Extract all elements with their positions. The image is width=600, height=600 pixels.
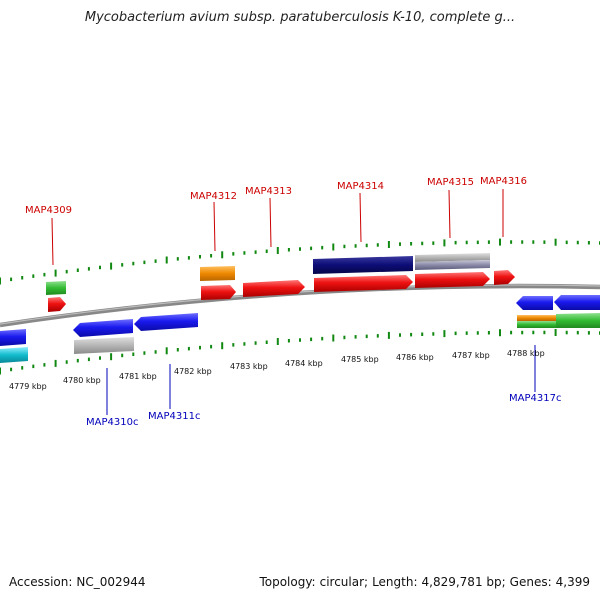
gene-map4311c[interactable]: [134, 313, 198, 331]
accession-info: Accession: NC_002944: [9, 575, 146, 589]
feature-green-right-edge[interactable]: [556, 313, 600, 328]
scale-label-4782: 4782 kbp: [174, 367, 212, 376]
feature-orange-map4312[interactable]: [200, 266, 235, 281]
gene-label-map4309[interactable]: MAP4309: [25, 205, 72, 216]
feature-green-forward[interactable]: [46, 281, 66, 295]
inner-tick-track: [0, 329, 600, 375]
gene-label-map4312[interactable]: MAP4312: [190, 191, 237, 202]
topology-value: circular;: [319, 575, 369, 589]
genome-stats: Topology: circular; Length: 4,829,781 bp; Ge…: [259, 575, 590, 589]
scale-label-4783: 4783 kbp: [230, 362, 268, 371]
genome-backbone: [0, 283, 600, 328]
feature-green-map4317c[interactable]: [517, 321, 556, 328]
leader-map4315: [448, 189, 451, 239]
feature-cyan-left-edge[interactable]: [0, 347, 28, 363]
scale-label-4788: 4788 kbp: [507, 349, 545, 358]
topology-label: Topology:: [259, 575, 316, 589]
scale-label-4785: 4785 kbp: [341, 355, 379, 364]
scale-label-4781: 4781 kbp: [119, 372, 157, 381]
gene-label-map4317c[interactable]: MAP4317c: [509, 393, 561, 404]
leader-map4312: [213, 201, 216, 252]
cds-map4313[interactable]: [243, 280, 305, 297]
genes-value: 4,399: [555, 575, 590, 589]
leader-map4309: [51, 217, 54, 266]
forward-gene-labels: MAP4309 MAP4312 MAP4313 MAP4314 MAP4315 …: [25, 176, 527, 216]
scale-label-4784: 4784 kbp: [285, 359, 323, 368]
forward-features: [46, 253, 515, 312]
leader-map4313: [269, 197, 272, 248]
feature-grey-map4310c[interactable]: [74, 337, 134, 354]
reverse-features: [0, 295, 600, 363]
feature-orange-map4317c[interactable]: [517, 315, 556, 321]
genome-backbone-highlight: [0, 284, 600, 325]
leader-map4314: [359, 192, 362, 243]
genes-label: Genes:: [509, 575, 552, 589]
label-leaders: [51, 189, 536, 415]
length-value: 4,829,781 bp;: [421, 575, 506, 589]
accession-value: NC_002944: [76, 575, 146, 589]
gene-label-map4315[interactable]: MAP4315: [427, 177, 474, 188]
gene-label-map4310c[interactable]: MAP4310c: [86, 417, 138, 428]
gene-map4310c[interactable]: [73, 319, 133, 337]
cds-map4314[interactable]: [314, 275, 413, 292]
gene-label-map4313[interactable]: MAP4313: [245, 186, 292, 197]
gene-label-map4311c[interactable]: MAP4311c: [148, 411, 200, 422]
map-title: Mycobacterium avium subsp. paratuberculo…: [84, 10, 516, 25]
gene-blue-right-edge[interactable]: [554, 295, 600, 310]
feature-grey-map4315[interactable]: [415, 253, 490, 262]
scale-labels: 4779 kbp 4780 kbp 4781 kbp 4782 kbp 4783…: [9, 349, 545, 391]
accession-label: Accession:: [9, 575, 73, 589]
gene-label-map4316[interactable]: MAP4316: [480, 176, 527, 187]
cds-map4315[interactable]: [415, 272, 490, 288]
length-label: Length:: [372, 575, 418, 589]
gene-map4314[interactable]: [313, 256, 413, 274]
gene-label-map4314[interactable]: MAP4314: [337, 181, 384, 192]
cds-map4312[interactable]: [201, 285, 236, 300]
scale-label-4786: 4786 kbp: [396, 353, 434, 362]
scale-label-4780: 4780 kbp: [63, 376, 101, 385]
scale-label-4787: 4787 kbp: [452, 351, 490, 360]
scale-label-4779: 4779 kbp: [9, 382, 47, 391]
feature-slate-map4315[interactable]: [415, 260, 490, 270]
gene-blue-left-edge[interactable]: [0, 329, 26, 346]
cds-map4309[interactable]: [48, 297, 66, 312]
outer-tick-track: [0, 238, 600, 285]
cds-map4316[interactable]: [494, 270, 515, 285]
gene-map4317c[interactable]: [516, 296, 553, 310]
reverse-gene-labels: MAP4310c MAP4311c MAP4317c: [86, 393, 561, 428]
